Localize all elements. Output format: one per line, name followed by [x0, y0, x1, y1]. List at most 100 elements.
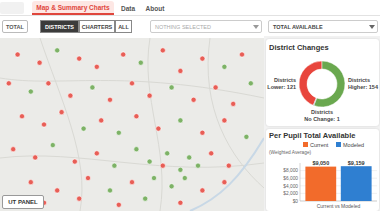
district-point[interactable] — [195, 163, 200, 168]
donut-label: DistrictsHigher: 154 — [348, 77, 379, 90]
district-point[interactable] — [11, 147, 16, 152]
dropdown-text: TOTAL AVAILABLE — [273, 21, 323, 32]
district-point[interactable] — [178, 68, 183, 73]
district-point[interactable] — [239, 52, 244, 57]
district-point[interactable] — [231, 101, 236, 106]
map-coast — [190, 138, 264, 211]
district-point[interactable] — [55, 48, 60, 53]
district-point[interactable] — [187, 155, 192, 160]
district-point[interactable] — [6, 81, 11, 86]
district-point[interactable] — [160, 48, 165, 53]
district-point[interactable] — [116, 130, 121, 135]
district-point[interactable] — [33, 155, 38, 160]
district-point[interactable] — [169, 184, 174, 189]
entity-button[interactable]: CHARTERS — [79, 20, 115, 33]
map-background — [0, 38, 264, 211]
district-point[interactable] — [81, 126, 86, 131]
district-point[interactable] — [112, 163, 117, 168]
district-point[interactable] — [151, 175, 156, 180]
chart-title: District Changes — [269, 43, 329, 52]
district-point[interactable] — [213, 85, 218, 90]
selection-dropdown[interactable]: NOTHING SELECTED — [150, 20, 262, 33]
district-point[interactable] — [134, 114, 139, 119]
district-point[interactable] — [107, 97, 112, 102]
district-point[interactable] — [226, 163, 231, 168]
district-point[interactable] — [191, 97, 196, 102]
district-point[interactable] — [147, 93, 152, 98]
district-point[interactable] — [116, 202, 121, 207]
panel-button[interactable]: UT PANEL — [2, 195, 44, 209]
district-point[interactable] — [46, 81, 51, 86]
district-point[interactable] — [178, 167, 183, 172]
district-point[interactable] — [28, 180, 33, 185]
district-point[interactable] — [182, 175, 187, 180]
district-point[interactable] — [165, 151, 170, 156]
measure-dropdown[interactable]: TOTAL AVAILABLE — [268, 20, 378, 33]
nav-tab[interactable]: Map & Summary Charts — [32, 1, 114, 15]
bars — [305, 166, 371, 201]
district-point[interactable] — [222, 180, 227, 185]
district-point[interactable] — [248, 81, 253, 86]
district-point[interactable] — [90, 85, 95, 90]
chart-title: Per Pupil Total Available — [269, 131, 355, 140]
donut-label: DistrictsLower: 121 — [267, 77, 296, 90]
bar — [305, 167, 336, 201]
district-point[interactable] — [77, 196, 82, 201]
data-label: $9,159 — [348, 160, 365, 166]
district-point[interactable] — [178, 200, 183, 205]
district-point[interactable] — [222, 64, 227, 69]
y-tick-label: $4,000 — [283, 184, 298, 189]
district-point[interactable] — [85, 175, 90, 180]
district-point[interactable] — [107, 188, 112, 193]
district-point[interactable] — [41, 122, 46, 127]
total-button[interactable]: TOTAL — [2, 20, 28, 33]
district-point[interactable] — [94, 64, 99, 69]
district-point[interactable] — [209, 151, 214, 156]
district-point[interactable] — [72, 159, 77, 164]
caret-icon — [253, 25, 259, 29]
entity-button[interactable]: ALL — [115, 20, 132, 33]
map-road — [208, 38, 264, 188]
district-point[interactable] — [15, 52, 20, 57]
district-point[interactable] — [55, 188, 60, 193]
district-point[interactable] — [50, 142, 55, 147]
district-point[interactable] — [143, 196, 148, 201]
bar — [341, 166, 372, 201]
district-point[interactable] — [19, 114, 24, 119]
label-line: Districts — [348, 77, 370, 83]
district-point[interactable] — [99, 118, 104, 123]
district-point[interactable] — [59, 110, 64, 115]
caret-shape — [253, 25, 259, 29]
data-label: $9,050 — [312, 160, 329, 166]
legend-label: Current — [310, 142, 329, 148]
district-point[interactable] — [129, 81, 134, 86]
district-point[interactable] — [121, 52, 126, 57]
district-point[interactable] — [138, 60, 143, 65]
map-road — [148, 38, 162, 211]
district-point[interactable] — [129, 180, 134, 185]
district-point[interactable] — [134, 147, 139, 152]
donut-slice — [313, 98, 316, 106]
district-point[interactable] — [156, 126, 161, 131]
district-point[interactable] — [147, 159, 152, 164]
district-point[interactable] — [28, 89, 33, 94]
map-road — [40, 38, 82, 211]
district-point[interactable] — [200, 188, 205, 193]
district-point[interactable] — [244, 134, 249, 139]
label-line: No Change: 1 — [304, 116, 339, 122]
nav-tab[interactable]: About — [142, 1, 168, 15]
entity-button[interactable]: DISTRICTS — [40, 20, 79, 33]
district-point[interactable] — [94, 151, 99, 156]
district-point[interactable] — [178, 118, 183, 123]
district-point[interactable] — [200, 56, 205, 61]
district-point[interactable] — [68, 93, 73, 98]
district-point[interactable] — [200, 130, 205, 135]
nav-tab[interactable]: Data — [118, 1, 138, 15]
district-point[interactable] — [77, 56, 82, 61]
district-point[interactable] — [37, 60, 42, 65]
donut-slice — [314, 61, 345, 107]
district-point[interactable] — [160, 163, 165, 168]
district-point[interactable] — [222, 118, 227, 123]
label-line: Lower: 121 — [267, 84, 296, 90]
district-point[interactable] — [169, 85, 174, 90]
